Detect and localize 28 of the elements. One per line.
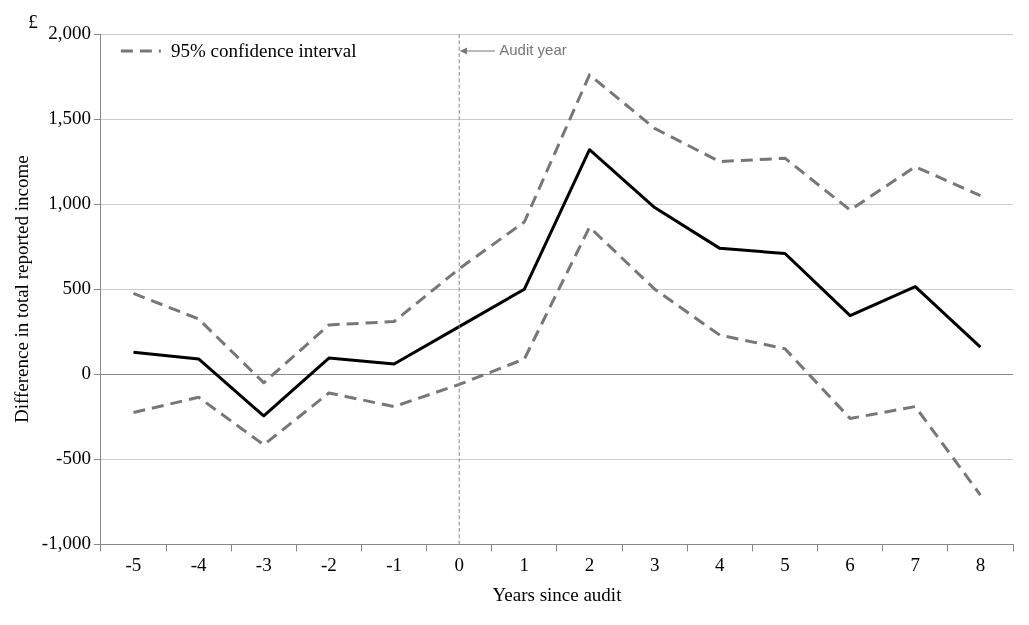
x-tick-label: -1 (386, 553, 402, 575)
legend-label: 95% confidence interval (170, 39, 357, 61)
y-axis-title: Difference in total reported income (11, 155, 33, 424)
y-tick-label: 2,000 (48, 21, 91, 43)
x-tick-label: 0 (454, 553, 464, 575)
y-tick-label: 1,000 (48, 192, 91, 214)
y-tick-label: 1,500 (48, 107, 91, 129)
line-series (131, 73, 982, 385)
y-tick-label: 0 (81, 362, 91, 384)
y-tick-label: 500 (62, 277, 91, 299)
ref-line-label: Audit year (499, 41, 567, 59)
x-tick-label: 6 (845, 553, 855, 575)
x-tick-label: 8 (975, 553, 986, 575)
x-tick-label: -3 (255, 553, 272, 575)
x-tick-label: 7 (910, 553, 921, 575)
x-tick-label: -4 (190, 553, 208, 575)
y-tick-label: -1,000 (41, 532, 91, 554)
x-tick-label: 4 (715, 553, 726, 575)
x-tick-label: 3 (649, 553, 660, 575)
y-tick-label: -500 (56, 447, 91, 469)
text: £ (28, 11, 38, 32)
x-tick-label: 5 (780, 553, 790, 575)
x-tick-label: -2 (320, 553, 337, 575)
x-tick-label: -5 (125, 553, 142, 575)
line-series (131, 225, 982, 497)
x-tick-label: 2 (584, 553, 595, 575)
x-tick-label: 1 (519, 553, 530, 575)
x-axis-title: Years since audit (492, 583, 623, 605)
